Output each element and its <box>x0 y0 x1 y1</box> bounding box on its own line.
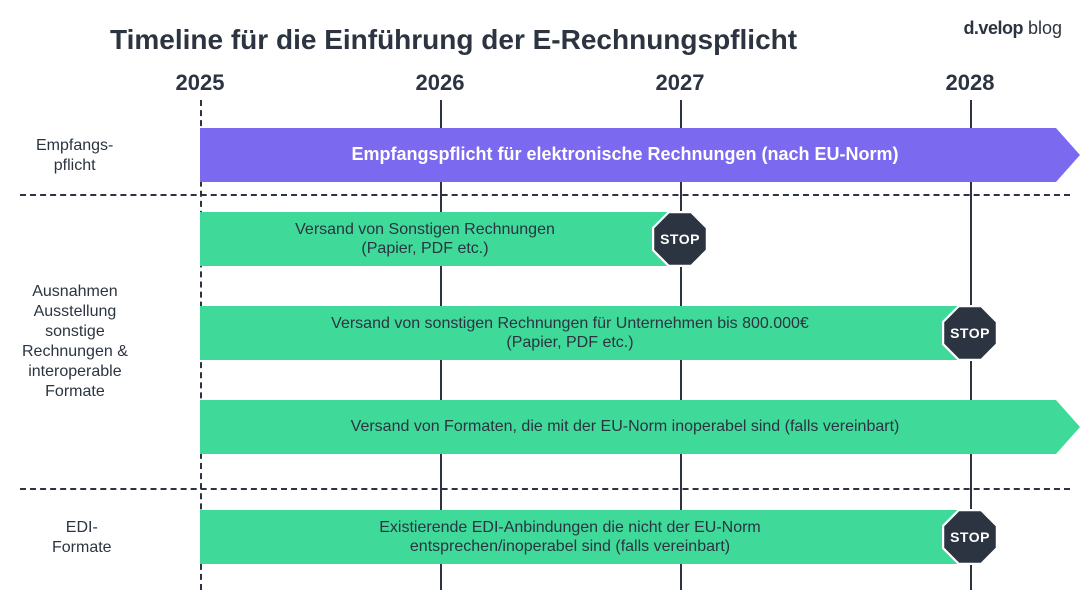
page-title: Timeline für die Einführung der E-Rechnu… <box>110 24 797 56</box>
timeline-bar-empfang: Empfangspflicht für elektronische Rechnu… <box>200 128 1080 182</box>
section-label: Empfangs-pflicht <box>36 136 113 176</box>
bar-label: Versand von Formaten, die mit der EU-Nor… <box>341 417 940 436</box>
year-label: 2027 <box>656 70 705 96</box>
brand-name: d.velop <box>963 18 1023 38</box>
timeline-chart: 2025 2026 2027 2028 Empfangs-pflicht Ausnahme… <box>0 70 1090 590</box>
brand-suffix: blog <box>1023 18 1062 38</box>
timeline-bar-sonstige1: Versand von Sonstigen Rechnungen(Papier,… <box>200 212 680 266</box>
brand-logo: d.velop blog <box>963 18 1062 39</box>
timeline-bar-sonstige2: Versand von sonstigen Rechnungen für Unt… <box>200 306 970 360</box>
bar-label: Versand von Sonstigen Rechnungen(Papier,… <box>285 220 595 258</box>
section-divider <box>20 194 1070 196</box>
stop-icon: STOP <box>942 509 998 565</box>
stop-icon: STOP <box>652 211 708 267</box>
timeline-bar-edi: Existierende EDI-Anbindungen die nicht d… <box>200 510 970 564</box>
section-label: AusnahmenAusstellungsonstigeRechnungen &… <box>22 282 128 402</box>
year-label: 2025 <box>176 70 225 96</box>
stop-icon: STOP <box>942 305 998 361</box>
bar-label: Empfangspflicht für elektronische Rechnu… <box>341 144 938 166</box>
bar-label: Versand von sonstigen Rechnungen für Unt… <box>321 314 849 352</box>
timeline-bar-eunorm: Versand von Formaten, die mit der EU-Nor… <box>200 400 1080 454</box>
bar-label: Existierende EDI-Anbindungen die nicht d… <box>369 518 801 556</box>
section-label: EDI-Formate <box>52 518 112 558</box>
year-label: 2026 <box>416 70 465 96</box>
year-label: 2028 <box>946 70 995 96</box>
section-divider <box>20 488 1070 490</box>
